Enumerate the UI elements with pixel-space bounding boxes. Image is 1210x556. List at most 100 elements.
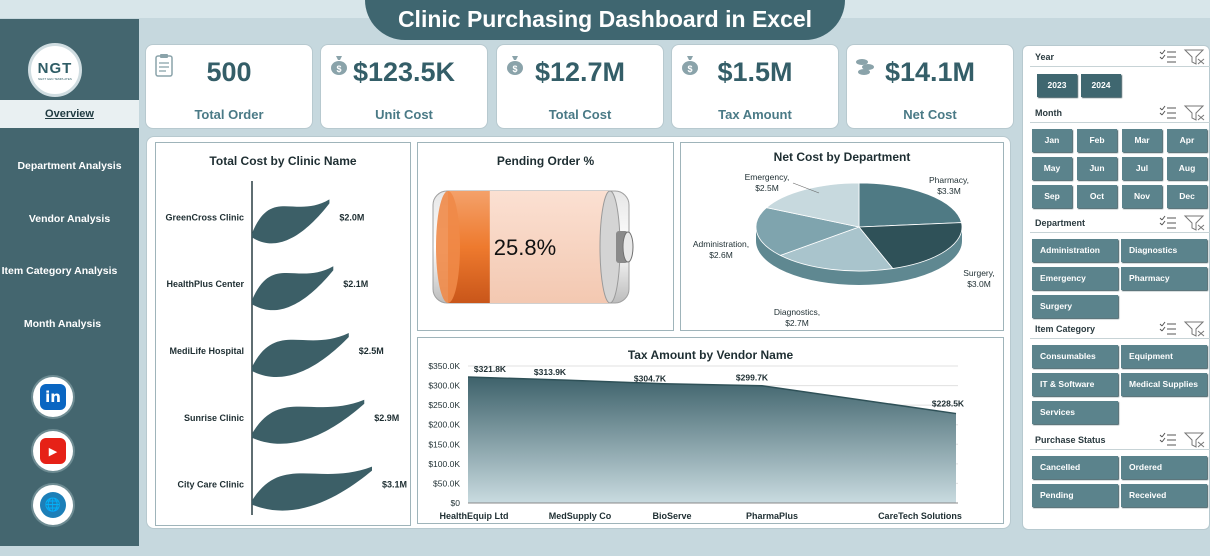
money-bag-icon: $ — [682, 56, 698, 75]
kpi-total-order: 500 Total Order — [145, 44, 313, 129]
slicer-item[interactable]: Pharmacy — [1121, 267, 1207, 290]
slicer-item[interactable]: Medical Supplies — [1121, 373, 1207, 396]
slicer-item[interactable]: Feb — [1077, 129, 1117, 152]
multiselect-icon[interactable] — [1159, 105, 1176, 119]
slicer-item[interactable]: 2024 — [1081, 74, 1121, 97]
department-pie-chart: Net Cost by Department Pharmacy, $3.3M Sur… — [680, 142, 1004, 331]
multiselect-icon[interactable] — [1159, 49, 1176, 63]
clear-filter-icon[interactable] — [1183, 49, 1205, 65]
slicer-item[interactable]: 2023 — [1037, 74, 1077, 97]
clear-filter-icon[interactable] — [1183, 105, 1205, 121]
pending-order-chart: Pending Order % 25.8% — [417, 142, 674, 331]
slicer-item[interactable]: Apr — [1167, 129, 1207, 152]
clear-filter-icon[interactable] — [1183, 432, 1205, 448]
nav-item-category-analysis[interactable]: Item Category Analysis — [1, 265, 118, 277]
bar — [252, 199, 330, 244]
kpi-value: $123.5K — [352, 57, 456, 87]
dashboard-title: Clinic Purchasing Dashboard in Excel — [365, 0, 845, 40]
svg-text:$: $ — [512, 64, 517, 74]
slicer-item[interactable]: Cancelled — [1032, 456, 1118, 479]
slicer-item[interactable]: Jan — [1032, 129, 1072, 152]
slicer-controls — [1158, 432, 1206, 448]
chart-title: Total Cost by Clinic Name — [209, 154, 357, 168]
pie-slice — [858, 222, 963, 269]
slicer-divider — [1030, 122, 1210, 123]
slicer-item[interactable]: Oct — [1077, 185, 1117, 208]
clear-filter-icon[interactable] — [1183, 215, 1205, 231]
slicer-item[interactable]: Ordered — [1121, 456, 1207, 479]
slicer-item[interactable]: Jul — [1122, 157, 1162, 180]
slicer-item[interactable]: Received — [1121, 484, 1207, 507]
slicer-title: Month — [1035, 108, 1062, 118]
slicer-item[interactable]: Jun — [1077, 157, 1117, 180]
slice-label: Administration, — [693, 239, 749, 249]
slicer-item[interactable]: Services — [1032, 401, 1118, 424]
slicer-item[interactable]: Aug — [1167, 157, 1207, 180]
slicer-item[interactable]: Dec — [1167, 185, 1207, 208]
pie-slice — [765, 182, 860, 228]
slicer-item[interactable]: Sep — [1032, 185, 1072, 208]
title-banner: Clinic Purchasing Dashboard in Excel — [0, 0, 1210, 44]
slicer-controls — [1158, 49, 1206, 65]
logo-subtext: NEXT GEN TEMPLATES — [38, 76, 72, 81]
slicer-icons — [1159, 105, 1205, 121]
slicer-item[interactable]: Pending — [1032, 484, 1118, 507]
bar — [252, 333, 349, 377]
multiselect-icon[interactable] — [1159, 432, 1176, 446]
area-series — [468, 377, 956, 503]
data-label: $3.1M — [382, 480, 407, 490]
bar — [252, 466, 372, 511]
kpi-value: $14.1M — [884, 57, 976, 87]
slicer-item[interactable]: Nov — [1122, 185, 1162, 208]
nav-department-analysis[interactable]: Department Analysis — [17, 160, 122, 172]
nav-overview[interactable]: Overview — [0, 100, 139, 128]
data-label: $313.9K — [534, 367, 567, 377]
slicer-item[interactable]: Consumables — [1032, 345, 1118, 368]
slicer-icons — [1159, 432, 1205, 448]
kpi-label: Tax Amount — [718, 107, 792, 122]
slicer-item[interactable]: Surgery — [1032, 295, 1118, 318]
slicer-title: Item Category — [1035, 324, 1096, 334]
slice-value: $2.7M — [785, 318, 809, 328]
battery-cap-left — [436, 191, 460, 303]
sidebar: NGT NEXT GEN TEMPLATES Overview Departme… — [0, 19, 139, 546]
slicer-item[interactable]: Equipment — [1121, 345, 1207, 368]
clipboard-icon — [155, 54, 173, 77]
slicer-icons — [1159, 321, 1205, 337]
slicer-item[interactable]: Emergency — [1032, 267, 1118, 290]
logo: NGT NEXT GEN TEMPLATES — [28, 43, 82, 97]
x-tick-label: PharmaPlus — [746, 511, 798, 521]
kpi-label: Total Order — [194, 107, 264, 122]
slicer-item[interactable]: Administration — [1032, 239, 1118, 262]
category-label: GreenCross Clinic — [165, 212, 244, 222]
slicer-item[interactable]: Diagnostics — [1121, 239, 1207, 262]
multiselect-icon[interactable] — [1159, 321, 1176, 335]
y-tick-label: $150.0K — [428, 439, 460, 449]
globe-icon: 🌐 — [40, 492, 66, 518]
x-tick-label: BioServe — [652, 511, 691, 521]
website-button[interactable]: 🌐 — [33, 485, 73, 525]
svg-text:$: $ — [687, 64, 692, 74]
data-label: $2.0M — [339, 212, 364, 222]
data-label: $228.5K — [932, 399, 965, 409]
slicer-controls — [1158, 105, 1206, 121]
linkedin-button[interactable]: in — [33, 377, 73, 417]
slice-label: Emergency, — [745, 172, 790, 182]
slicer-item[interactable]: Mar — [1122, 129, 1162, 152]
category-label: City Care Clinic — [177, 480, 244, 490]
nav-month-analysis[interactable]: Month Analysis — [23, 318, 102, 330]
kpi-label: Net Cost — [903, 107, 957, 122]
y-tick-label: $300.0K — [428, 381, 460, 391]
slicer-divider — [1030, 66, 1210, 67]
slicer-item[interactable]: IT & Software — [1032, 373, 1118, 396]
nav-vendor-analysis[interactable]: Vendor Analysis — [28, 213, 111, 225]
y-tick-label: $100.0K — [428, 459, 460, 469]
leader-line — [792, 182, 820, 194]
slicer-title: Department — [1035, 218, 1086, 228]
kpi-tax-amount: $ $1.5M Tax Amount — [671, 44, 839, 129]
multiselect-icon[interactable] — [1159, 215, 1176, 229]
x-tick-label: CareTech Solutions — [878, 511, 962, 521]
youtube-button[interactable]: ▶ — [33, 431, 73, 471]
clear-filter-icon[interactable] — [1183, 321, 1205, 337]
slicer-item[interactable]: May — [1032, 157, 1072, 180]
